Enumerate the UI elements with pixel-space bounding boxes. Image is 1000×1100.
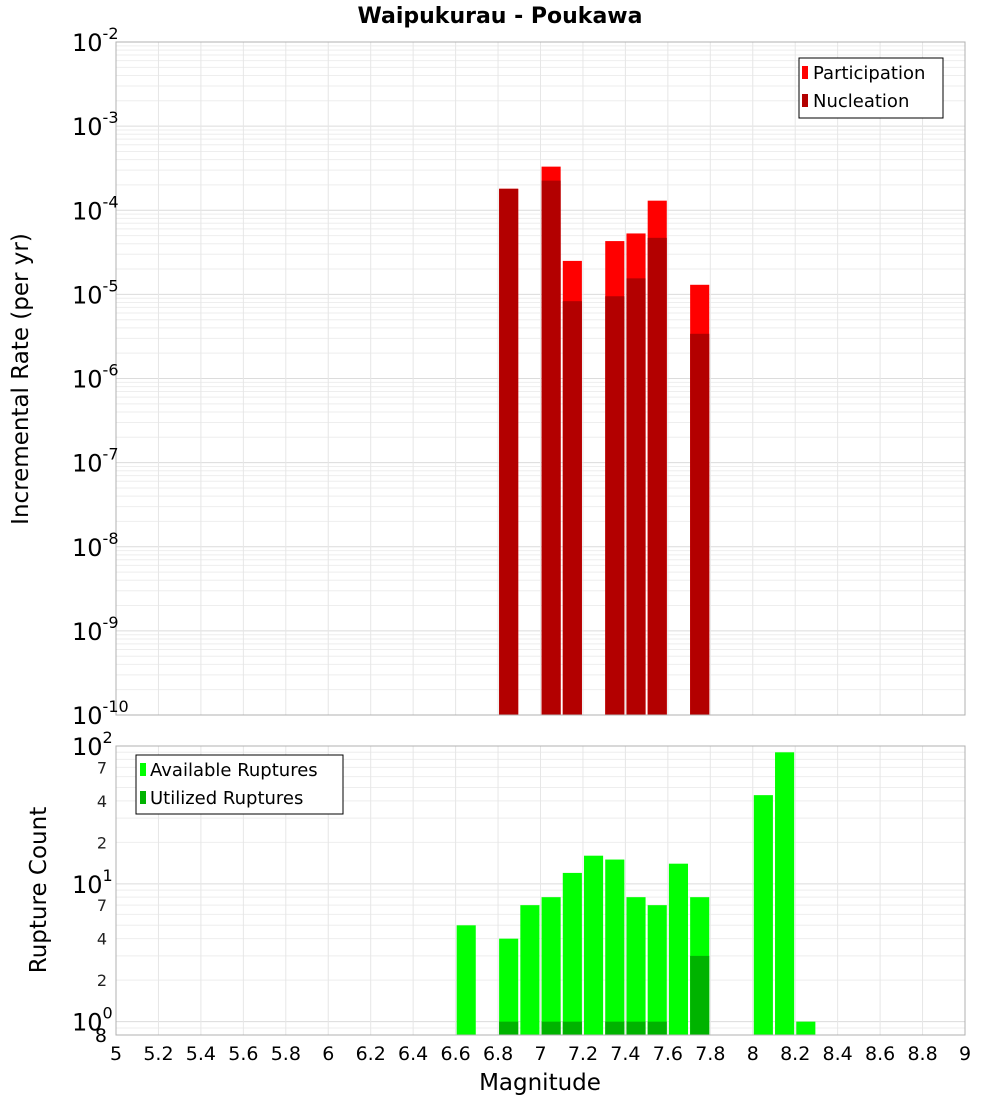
- top-y-tick-label: 10-2: [72, 24, 119, 57]
- x-tick-label: 5.8: [271, 1043, 301, 1065]
- top-legend: Participation Nucleation: [798, 57, 944, 119]
- legend-label-nucleation: Nucleation: [813, 91, 909, 112]
- x-tick-label: 7.8: [695, 1043, 725, 1065]
- bottom-y-major-tick-label: 100: [72, 1004, 113, 1037]
- top-y-axis-label: Incremental Rate (per yr): [8, 233, 34, 525]
- top-bars: [499, 166, 710, 716]
- x-tick-label: 5.4: [186, 1043, 216, 1065]
- x-tick-label: 6.6: [440, 1043, 470, 1065]
- nucleation-bar: [499, 188, 519, 715]
- nucleation-bar: [690, 333, 710, 715]
- chart-title: Waipukurau - Poukawa: [358, 4, 643, 29]
- x-tick-label: 7.4: [610, 1043, 640, 1065]
- nucleation-bar: [541, 180, 561, 715]
- utilized-rupture-bar: [647, 1021, 667, 1035]
- top-y-tick-label: 10-5: [72, 276, 119, 309]
- nucleation-bar: [647, 237, 667, 715]
- bottom-legend-box: [135, 754, 344, 815]
- x-tick-label: 8.8: [907, 1043, 937, 1065]
- bottom-y-min-tick-label: 8: [95, 1025, 107, 1047]
- x-tick-label: 9: [959, 1043, 971, 1065]
- x-axis-label: Magnitude: [479, 1070, 601, 1096]
- available-rupture-bar: [541, 897, 561, 1035]
- top-y-tick-label: 10-3: [72, 108, 119, 141]
- nucleation-bar: [626, 278, 646, 715]
- legend-swatch-available: [140, 763, 146, 776]
- top-y-tick-label: 10-6: [72, 361, 119, 394]
- available-rupture-bar: [520, 905, 540, 1035]
- available-rupture-bar: [499, 938, 519, 1035]
- legend-label-participation: Participation: [813, 63, 925, 84]
- bottom-legend: Available Ruptures Utilized Ruptures: [135, 754, 344, 815]
- top-plot-frame: [115, 41, 966, 716]
- legend-label-utilized: Utilized Ruptures: [150, 788, 303, 809]
- x-tick-label: 5: [110, 1043, 122, 1065]
- x-tick-label: 5.2: [143, 1043, 173, 1065]
- x-tick-label: 8.4: [823, 1043, 853, 1065]
- x-tick-label: 6: [322, 1043, 334, 1065]
- available-rupture-bar: [584, 855, 604, 1035]
- bottom-plot-frame: [115, 745, 966, 1036]
- x-tick-label: 8.2: [780, 1043, 810, 1065]
- x-tick-label: 7.2: [568, 1043, 598, 1065]
- x-tick-label: 8: [747, 1043, 759, 1065]
- x-tick-label: 6.8: [483, 1043, 513, 1065]
- available-rupture-bar: [668, 863, 689, 1035]
- utilized-rupture-bar: [690, 955, 710, 1035]
- legend-swatch-participation: [802, 66, 808, 79]
- x-tick-label: 7: [534, 1043, 546, 1065]
- available-rupture-bar: [647, 905, 667, 1035]
- nucleation-bar: [605, 296, 625, 715]
- x-tick-label: 7.6: [653, 1043, 683, 1065]
- top-y-tick-labels: 10-10 10-9 10-8 10-7 10-6 10-5 10-4 10-3 10-2: [72, 24, 129, 730]
- utilized-rupture-bar: [562, 1021, 582, 1035]
- top-y-tick-label: 10-10: [72, 697, 129, 730]
- top-y-tick-label: 10-8: [72, 529, 119, 562]
- bottom-y-minor-tick-label: 2: [97, 971, 107, 990]
- legend-swatch-utilized: [140, 791, 146, 804]
- legend-label-available: Available Ruptures: [150, 760, 318, 781]
- bottom-y-minor-tick-label: 7: [97, 896, 107, 915]
- x-tick-label: 6.4: [398, 1043, 428, 1065]
- legend-swatch-nucleation: [802, 94, 808, 107]
- x-tick-label: 5.6: [228, 1043, 258, 1065]
- available-rupture-bar: [456, 925, 476, 1035]
- available-rupture-bar: [796, 1021, 816, 1035]
- top-y-tick-label: 10-4: [72, 192, 119, 225]
- nucleation-bar: [562, 301, 582, 715]
- bottom-bars: [456, 752, 816, 1035]
- available-rupture-bar: [775, 752, 795, 1035]
- utilized-rupture-bar: [605, 1021, 625, 1035]
- utilized-rupture-bar: [626, 1021, 646, 1035]
- bottom-y-minor-tick-label: 2: [97, 833, 107, 852]
- bottom-x-tick-labels: 5 5.2 5.4 5.6 5.8 6 6.2 6.4 6.6 6.8 7 7.2 7.4 7.6 7.8 8…: [110, 1043, 971, 1065]
- utilized-rupture-bar: [541, 1021, 561, 1035]
- bottom-y-major-tick-label: 102: [72, 728, 113, 761]
- utilized-rupture-bar: [499, 1021, 519, 1035]
- top-legend-box: [798, 57, 944, 119]
- top-gridlines: [115, 42, 966, 716]
- bottom-y-tick-labels: 100 101 102 2 4 7 2 4 7 8: [72, 728, 113, 1047]
- available-rupture-bar: [562, 872, 582, 1035]
- bottom-y-minor-tick-label: 4: [97, 930, 107, 949]
- available-rupture-bar: [605, 859, 625, 1035]
- available-rupture-bar: [626, 897, 646, 1035]
- bottom-y-axis-label: Rupture Count: [26, 807, 52, 973]
- top-y-tick-label: 10-9: [72, 613, 119, 646]
- available-rupture-bar: [753, 795, 773, 1035]
- bottom-y-minor-tick-label: 4: [97, 792, 107, 811]
- top-y-tick-label: 10-7: [72, 445, 119, 478]
- bottom-y-minor-tick-label: 7: [97, 758, 107, 777]
- bottom-y-major-tick-label: 101: [72, 866, 113, 899]
- x-tick-label: 8.6: [865, 1043, 895, 1065]
- x-tick-label: 6.2: [356, 1043, 386, 1065]
